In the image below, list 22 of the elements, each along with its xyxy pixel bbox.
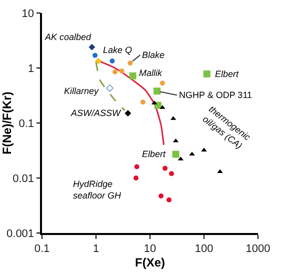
annotation: Elbert <box>215 69 240 79</box>
y-tick-label: 10 <box>22 8 34 20</box>
x-tick-label: 1 <box>92 242 100 255</box>
x-axis-title: F(Xe) <box>135 255 166 270</box>
annotation: Lake Q <box>103 45 132 55</box>
y-tick-label: 0.1 <box>18 118 34 130</box>
x-tick-label: 10 <box>144 242 156 255</box>
x-tick-label: 100 <box>194 242 214 255</box>
annotation: ASW/ASSW <box>70 108 122 118</box>
annotation: Elbert <box>142 149 166 159</box>
annotation: AK coalbed <box>44 32 92 42</box>
y-tick-label: 0.01 <box>12 172 34 185</box>
y-axis-title: F(Ne)/F(Kr) <box>0 92 14 154</box>
x-tick-label: 0.1 <box>34 242 50 255</box>
x-tick-label: 1000 <box>246 242 270 255</box>
y-tick-label: 1 <box>28 62 34 75</box>
annotation: HydRidge seafloor GH <box>73 179 122 201</box>
y-tick-label: 0.001 <box>6 228 34 240</box>
annotation: Blake <box>142 50 165 60</box>
annotation: Mallik <box>139 68 162 78</box>
annotation: NGHP & ODP 311 <box>179 90 252 100</box>
annotation: Killarney <box>64 86 100 96</box>
